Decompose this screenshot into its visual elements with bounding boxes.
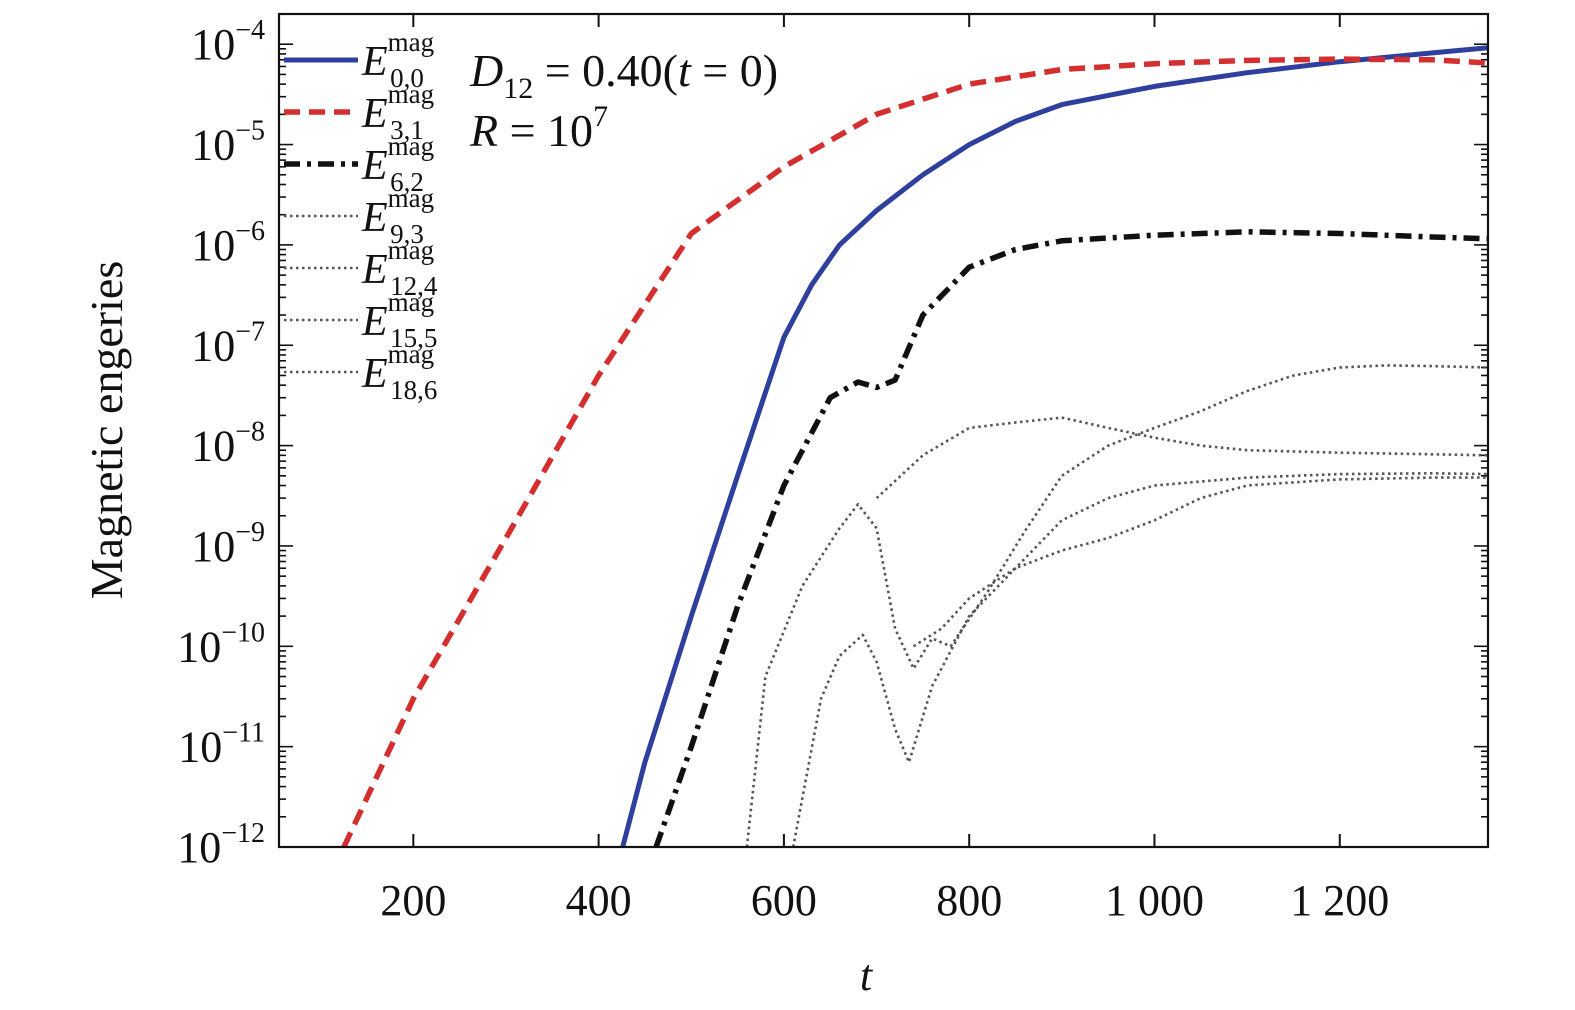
series-line xyxy=(875,416,1488,500)
annotations: D12 = 0.40(t = 0)R = 107 xyxy=(469,45,778,156)
series-line xyxy=(653,229,1488,847)
y-axis-label: Magnetic engeries xyxy=(81,261,132,599)
x-tick-label: 400 xyxy=(566,876,632,925)
y-tick-label: 10−10 xyxy=(177,617,265,671)
y-tick-label: 10−8 xyxy=(191,417,265,471)
y-tick-label: 10−4 xyxy=(191,15,265,69)
y-tick-labels: 10−12 10−11 10−10 10−9 10−8 10−7 10−6 10−5 10−4 xyxy=(177,15,265,872)
x-tick-label: 800 xyxy=(936,876,1002,925)
legend-label: Emag 15,5 xyxy=(361,287,437,353)
legend-label: Emag 12,4 xyxy=(361,235,438,301)
x-tick-label: 200 xyxy=(380,876,446,925)
legend-label: Emag 6,2 xyxy=(361,131,434,197)
series-group xyxy=(341,45,1488,847)
series-line xyxy=(341,56,1488,847)
annotation-r: R = 107 xyxy=(469,100,608,156)
x-tick-label: 600 xyxy=(751,876,817,925)
y-tick-label: 10−9 xyxy=(191,517,265,571)
annotation-d12: D12 = 0.40(t = 0) xyxy=(469,45,778,105)
y-tick-label: 10−5 xyxy=(191,116,265,170)
x-tick-label: 1 200 xyxy=(1290,876,1389,925)
series-line xyxy=(745,364,1488,847)
y-tick-label: 10−12 xyxy=(177,818,265,872)
series-line xyxy=(620,45,1488,847)
x-axis-label: t xyxy=(860,951,874,1000)
series-line xyxy=(791,472,1488,847)
plot-frame xyxy=(277,12,1490,849)
x-tick-labels: 200 400 600 800 1 000 1 200 xyxy=(380,876,1389,925)
legend-label: Emag 9,3 xyxy=(361,183,434,249)
legend-label: Emag 3,1 xyxy=(361,79,434,145)
series-line xyxy=(912,476,1488,648)
y-tick-label: 10−7 xyxy=(191,316,265,370)
legend-label: Emag 18,6 xyxy=(361,339,437,405)
x-tick-label: 1 000 xyxy=(1105,876,1204,925)
y-tick-label: 10−11 xyxy=(178,718,265,772)
y-tick-label: 10−6 xyxy=(191,216,265,270)
axis-ticks xyxy=(279,13,1488,848)
legend-label: Emag 0,0 xyxy=(361,27,434,93)
